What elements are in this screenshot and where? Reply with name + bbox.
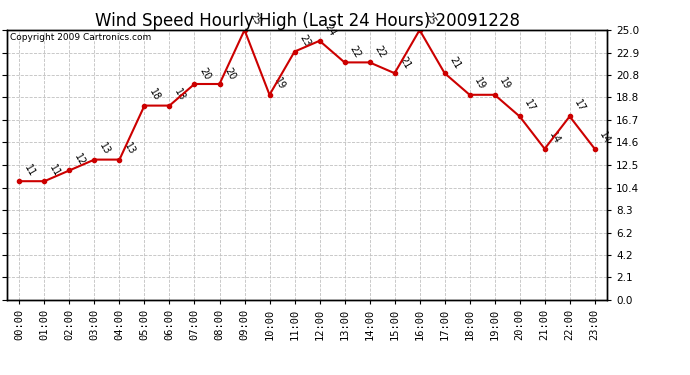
Title: Wind Speed Hourly High (Last 24 Hours) 20091228: Wind Speed Hourly High (Last 24 Hours) 2… [95, 12, 520, 30]
Text: Copyright 2009 Cartronics.com: Copyright 2009 Cartronics.com [10, 33, 151, 42]
Text: 19: 19 [473, 76, 487, 92]
Text: 13: 13 [97, 141, 112, 157]
Text: 23: 23 [297, 33, 312, 49]
Text: 20: 20 [222, 66, 237, 81]
Text: 12: 12 [72, 152, 87, 168]
Text: 13: 13 [122, 141, 137, 157]
Text: 17: 17 [522, 98, 538, 114]
Text: 19: 19 [497, 76, 512, 92]
Text: 18: 18 [172, 87, 187, 103]
Text: 22: 22 [373, 44, 387, 60]
Text: 19: 19 [273, 76, 287, 92]
Text: 18: 18 [147, 87, 162, 103]
Text: 14: 14 [598, 130, 612, 146]
Text: 21: 21 [397, 55, 412, 70]
Text: 17: 17 [573, 98, 587, 114]
Text: 21: 21 [447, 55, 462, 70]
Text: 20: 20 [197, 66, 212, 81]
Text: 14: 14 [547, 130, 562, 146]
Text: 25: 25 [422, 11, 437, 27]
Text: 22: 22 [347, 44, 362, 60]
Text: 11: 11 [47, 163, 62, 178]
Text: 11: 11 [22, 163, 37, 178]
Text: 24: 24 [322, 22, 337, 38]
Text: 25: 25 [247, 11, 262, 27]
